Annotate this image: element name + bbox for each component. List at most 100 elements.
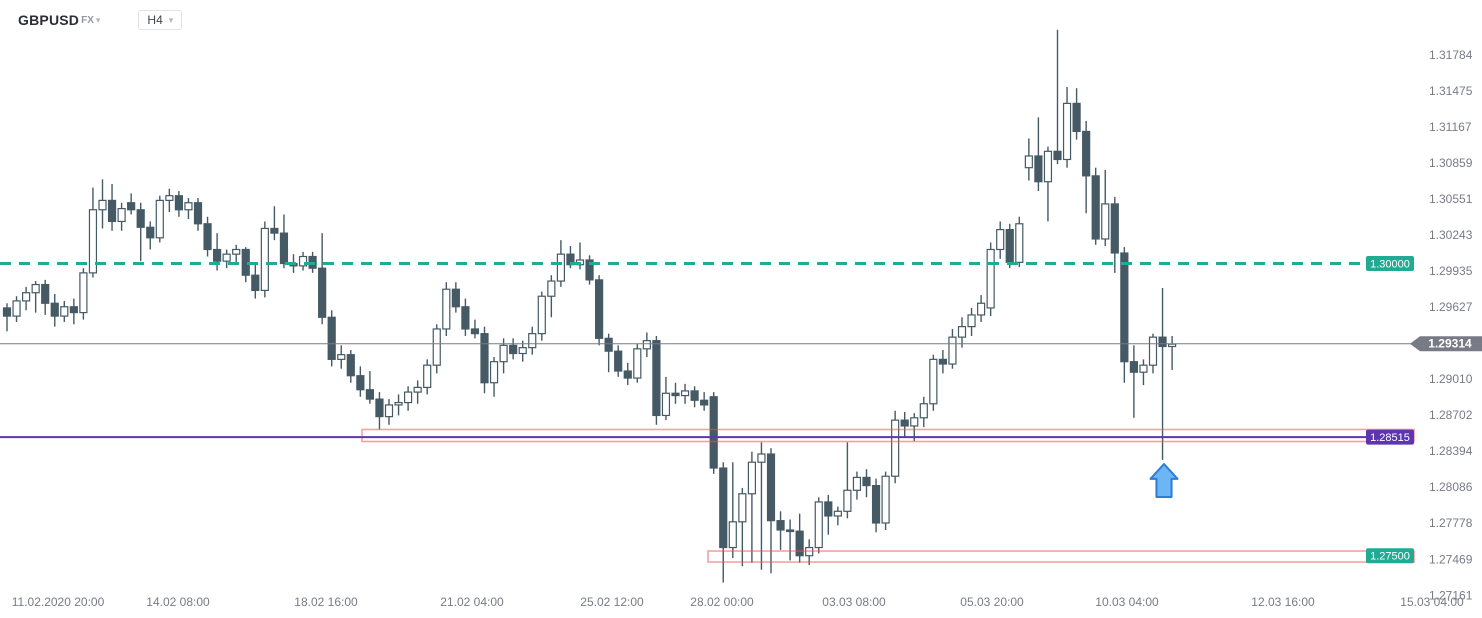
price-level-1.28515[interactable]: 1.28515 (0, 429, 1414, 445)
candle-43 (413, 380, 422, 404)
candle-60 (575, 242, 585, 270)
candle-20 (193, 198, 203, 231)
price-axis[interactable]: 1.31784 1.31475 1.31167 1.30859 1.30551 1.302… (1429, 48, 1473, 602)
chevron-down-icon: ▾ (168, 14, 174, 25)
candle-49 (470, 319, 480, 339)
candle-body-bear (461, 306, 470, 330)
candle-14 (136, 202, 145, 262)
price-label-text: 1.27500 (1370, 551, 1410, 563)
candle-body-bear (375, 398, 384, 418)
buy-signal-arrow-up-icon[interactable] (1149, 463, 1179, 498)
price-axis-tick: 1.30243 (1429, 228, 1473, 242)
candle-105 (1005, 223, 1014, 269)
candle-body-bull (633, 348, 642, 379)
candle-15 (146, 221, 155, 250)
candle-body-bear (327, 316, 336, 360)
candle-116 (1110, 196, 1119, 273)
candle-88 (843, 442, 852, 519)
candle-body-bull (929, 358, 938, 405)
price-axis-tick: 1.31475 (1429, 84, 1473, 98)
candle-40 (384, 399, 394, 425)
candle-body-bear (1082, 130, 1091, 177)
chevron-down-icon: ▾ (95, 14, 101, 25)
time-axis-label: 11.02.2020 20:00 (12, 595, 105, 609)
candle-112 (1072, 88, 1081, 140)
timeframe-selector[interactable]: H4 ▾ (138, 10, 183, 30)
candle-body-bull (413, 386, 422, 393)
candle-body-bear (1110, 203, 1119, 254)
candle-body-bear (709, 396, 718, 469)
candle-45 (432, 324, 441, 374)
candle-body-bear (700, 399, 709, 406)
candle-body-bull (833, 510, 842, 517)
price-label-text: 1.30000 (1370, 259, 1410, 271)
candle-86 (824, 494, 833, 535)
candle-33 (318, 233, 327, 325)
candle-body-bull (547, 280, 556, 297)
candle-97 (929, 354, 938, 411)
candle-body-bull (996, 229, 1005, 251)
candle-body-bear (604, 337, 613, 352)
candle-body-bull (499, 344, 508, 363)
candle-body-bear (480, 333, 489, 384)
symbol-group[interactable]: GBPUSD FX ▾ (18, 12, 100, 28)
candle-108 (1034, 117, 1043, 192)
candle-body-bear (127, 202, 136, 211)
candle-10 (98, 179, 107, 229)
candle-96 (919, 396, 928, 428)
price-axis-tick: 1.31167 (1429, 120, 1472, 134)
candle-body-bear (279, 232, 289, 265)
candle-17 (165, 188, 174, 213)
candle-115 (1101, 170, 1110, 246)
candle-53 (509, 338, 518, 360)
price-level-1.27500[interactable]: 1.27500 (1366, 548, 1414, 564)
candle-87 (833, 506, 842, 526)
candle-89 (852, 471, 862, 500)
candle-body-bull (986, 248, 995, 309)
candle-121 (1158, 288, 1167, 460)
time-axis-label: 12.03 16:00 (1251, 595, 1315, 609)
price-label-box (1366, 429, 1414, 445)
red-box-upper[interactable] (361, 428, 1415, 443)
candle-body-bear (174, 195, 183, 211)
candle-100 (957, 317, 967, 348)
candle-body-bull (556, 253, 566, 282)
candle-63 (604, 333, 613, 373)
price-axis-tick: 1.29010 (1429, 372, 1473, 386)
candle-107 (1024, 138, 1033, 181)
candle-80 (766, 448, 776, 574)
candle-body-bear (1091, 175, 1100, 240)
candle-body-bear (203, 223, 212, 251)
candle-body-bear (585, 259, 594, 281)
candle-body-bull (423, 364, 432, 389)
candle-0 (2, 303, 12, 332)
candle-6 (60, 300, 69, 322)
candle-9 (88, 187, 98, 278)
price-axis-tick: 1.27469 (1429, 552, 1473, 566)
candle-body-bull (165, 195, 174, 201)
candle-body-bull (728, 521, 737, 549)
candle-body-bull (31, 283, 40, 294)
price-level-1.29314[interactable]: 1.29314 (0, 336, 1482, 352)
candle-61 (585, 255, 594, 285)
candle-2 (22, 286, 31, 311)
candle-102 (976, 295, 986, 322)
candle-body-bear (690, 390, 699, 401)
candle-70 (671, 382, 680, 404)
price-label-text: 1.28515 (1370, 432, 1410, 444)
candle-76 (728, 462, 737, 559)
candle-73 (700, 392, 709, 411)
market-badge: FX (81, 14, 94, 26)
candle-body-bear (862, 476, 871, 487)
candle-body-bear (671, 392, 680, 397)
price-level-1.30000[interactable]: 1.30000 (0, 256, 1414, 272)
candle-body-bull (747, 461, 757, 495)
candle-body-bear (213, 248, 222, 262)
red-box-lower[interactable] (707, 550, 1415, 563)
candle-69 (661, 376, 671, 421)
time-axis[interactable]: 11.02.2020 20:00 14.02 08:00 18.02 16:00 21… (12, 595, 1464, 609)
candle-body-bear (146, 226, 155, 239)
time-axis-label: 15.03 04:00 (1400, 595, 1464, 609)
candle-body-bull (976, 302, 986, 316)
